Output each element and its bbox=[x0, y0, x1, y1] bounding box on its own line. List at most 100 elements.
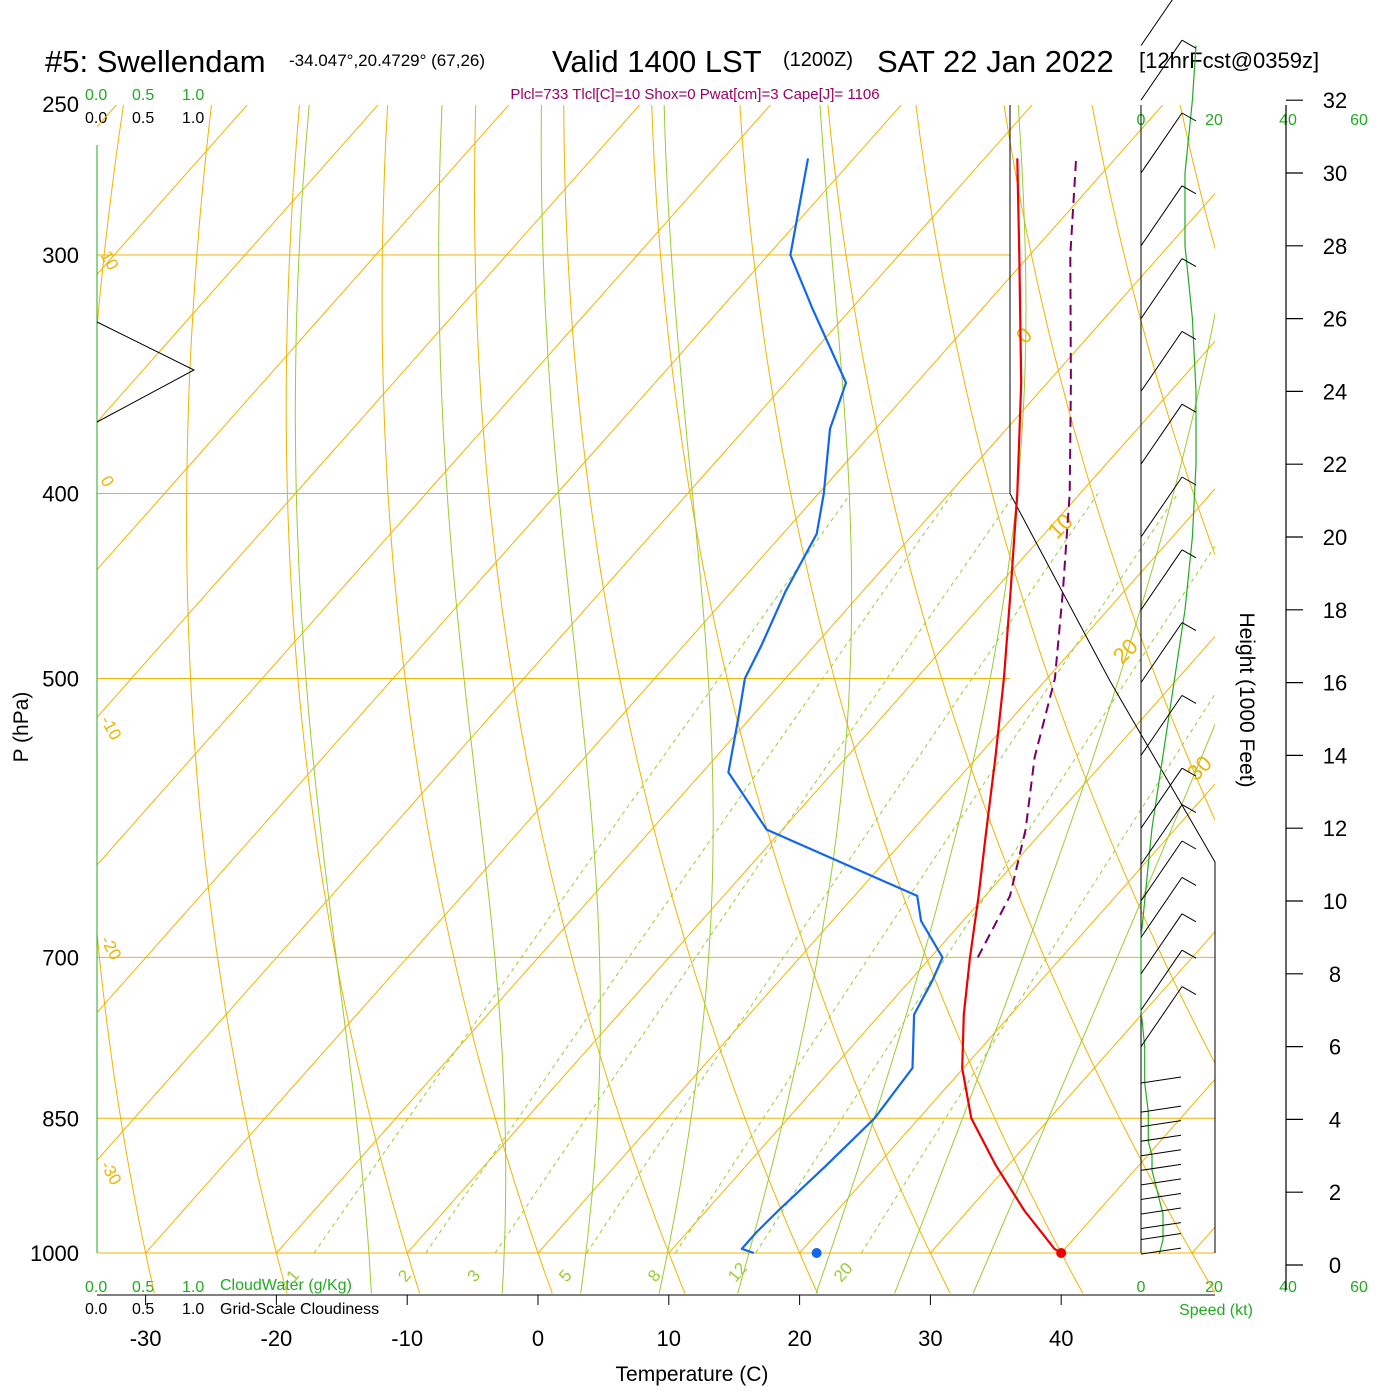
wind-barb-shaft bbox=[1140, 185, 1183, 247]
speed-tick-top-2: 40 bbox=[1279, 112, 1297, 129]
wind-barb-shaft bbox=[1140, 403, 1183, 465]
mixing-ratio-line-5 bbox=[586, 493, 1099, 1254]
height-tick-label-32: 32 bbox=[1323, 88, 1347, 113]
wind-barb-shaft bbox=[1140, 1247, 1182, 1255]
dry-adiabat--10 bbox=[285, 105, 421, 1294]
wind-barb bbox=[1140, 949, 1197, 1011]
plot-frame bbox=[96, 105, 1287, 1290]
wind-barb bbox=[1140, 0, 1173, 46]
wind-barb-shaft bbox=[1140, 622, 1183, 683]
cloud-scale-top-black-0: 0.0 bbox=[85, 110, 107, 127]
isotherm--50 bbox=[97, 105, 902, 1014]
cloudiness-marker bbox=[96, 321, 196, 423]
x-tick-label--20: -20 bbox=[261, 1326, 293, 1351]
speed-tick-top-1: 20 bbox=[1205, 112, 1223, 129]
wind-barb-flag bbox=[1181, 330, 1197, 340]
mixing-ratio-line-1 bbox=[313, 493, 852, 1254]
isotherm-30 bbox=[930, 930, 1215, 1254]
wind-barb bbox=[1140, 1178, 1182, 1186]
wind-barb-shaft bbox=[1140, 258, 1183, 319]
wind-barb-flag bbox=[1181, 622, 1197, 632]
wind-barb-shaft bbox=[1140, 39, 1183, 101]
wind-barb bbox=[1140, 112, 1197, 174]
dewpoint-line bbox=[727, 158, 944, 1255]
y-tick-label-250: 250 bbox=[42, 92, 79, 117]
moist-adiabat-36 bbox=[972, 723, 1215, 1294]
wind-barb bbox=[1140, 258, 1197, 319]
x-tick-label-10: 10 bbox=[657, 1326, 681, 1351]
wind-barb-flag bbox=[1181, 112, 1197, 122]
sounding-series bbox=[727, 158, 1078, 1258]
height-tick-label-0: 0 bbox=[1329, 1253, 1341, 1278]
dry-adiabat--20 bbox=[186, 105, 288, 1294]
height-tick-label-12: 12 bbox=[1323, 816, 1347, 841]
y-tick-label-400: 400 bbox=[42, 481, 79, 506]
wind-barb-flag bbox=[1181, 840, 1197, 850]
wind-barb-shaft bbox=[1140, 1134, 1182, 1142]
moist-adiabat-24 bbox=[815, 105, 1027, 1294]
cloud-scale-bottom-green-0: 0.0 bbox=[85, 1279, 107, 1296]
wind-barb bbox=[1140, 1247, 1182, 1255]
y2-axis-title: Height (1000 Feet) bbox=[1235, 612, 1258, 787]
cloud-scale-top-black-1: 0.5 bbox=[132, 110, 154, 127]
wind-barb-shaft bbox=[1140, 913, 1183, 975]
wind-barb bbox=[1140, 1105, 1182, 1113]
wind-barb bbox=[1140, 804, 1197, 865]
wind-barb-shaft bbox=[1140, 1163, 1182, 1171]
isotherm--20 bbox=[276, 192, 1215, 1254]
height-tick-label-22: 22 bbox=[1323, 452, 1347, 477]
wind-speed-profile bbox=[1140, 45, 1197, 1255]
wind-barb-flag bbox=[1181, 876, 1197, 886]
y-tick-label-500: 500 bbox=[42, 666, 79, 691]
wind-barb-shaft bbox=[1140, 476, 1183, 538]
cloud-scale-top-green-2: 1.0 bbox=[182, 87, 204, 104]
wind-barb-shaft bbox=[1140, 549, 1183, 611]
moist-adiabat-12 bbox=[658, 105, 714, 1294]
y-axis-title: P (hPa) bbox=[10, 692, 33, 763]
moist-adiabat-18 bbox=[737, 105, 853, 1294]
isotherm-label-0: 0 bbox=[97, 473, 118, 491]
wind-barb-flag bbox=[1181, 476, 1197, 486]
height-tick-label-8: 8 bbox=[1329, 962, 1341, 987]
cloud-scale-top-green-0: 0.0 bbox=[85, 87, 107, 104]
wind-barb bbox=[1140, 1149, 1182, 1157]
height-tick-label-26: 26 bbox=[1323, 307, 1347, 332]
isotherm-label-10: 10 bbox=[97, 248, 123, 274]
height-tick-label-20: 20 bbox=[1323, 525, 1347, 550]
wind-barb-shaft bbox=[1140, 695, 1183, 756]
wind-barb-shaft bbox=[1140, 112, 1183, 174]
height-tick-label-18: 18 bbox=[1323, 598, 1347, 623]
wind-barb bbox=[1140, 1207, 1182, 1215]
wind-panel bbox=[1140, 0, 1197, 1255]
x-tick-label-0: 0 bbox=[532, 1326, 544, 1351]
temperature-line bbox=[961, 158, 1062, 1254]
valid-time: Valid 1400 LST bbox=[552, 44, 762, 79]
zulu-time: (1200Z) bbox=[783, 49, 853, 71]
moist-adiabat-6 bbox=[540, 105, 601, 1294]
wind-barb bbox=[1140, 1233, 1182, 1241]
wind-barb-flag bbox=[1181, 913, 1197, 923]
height-tick-label-24: 24 bbox=[1323, 379, 1347, 404]
dry-adiabat-30 bbox=[651, 105, 951, 1294]
x-axis-title: Temperature (C) bbox=[616, 1363, 769, 1386]
wind-barb-shaft bbox=[1140, 1076, 1182, 1084]
moist-adiabat-0 bbox=[438, 105, 507, 1294]
cloud-scale-top-green-1: 0.5 bbox=[132, 87, 154, 104]
y-tick-label-1000: 1000 bbox=[30, 1241, 79, 1266]
y-tick-label-700: 700 bbox=[42, 945, 79, 970]
wind-barb-shaft bbox=[1140, 1149, 1182, 1157]
isotherm-10 bbox=[668, 635, 1215, 1254]
y-tick-label-300: 300 bbox=[42, 243, 79, 268]
dry-adiabat-110 bbox=[1347, 70, 1400, 1293]
wind-barb bbox=[1140, 403, 1197, 465]
thermo-grid bbox=[97, 70, 1400, 1294]
wind-barb bbox=[1140, 1192, 1182, 1200]
wind-barb-shaft bbox=[1140, 1105, 1182, 1113]
wind-barb-shaft bbox=[1140, 1178, 1182, 1186]
adiabat-label-10: 10 bbox=[1043, 509, 1078, 544]
adiabat-label-20: 20 bbox=[1108, 634, 1143, 669]
isotherm--80 bbox=[97, 105, 510, 571]
height-tick-label-2: 2 bbox=[1329, 1180, 1341, 1205]
dry-adiabat-0 bbox=[381, 105, 553, 1294]
